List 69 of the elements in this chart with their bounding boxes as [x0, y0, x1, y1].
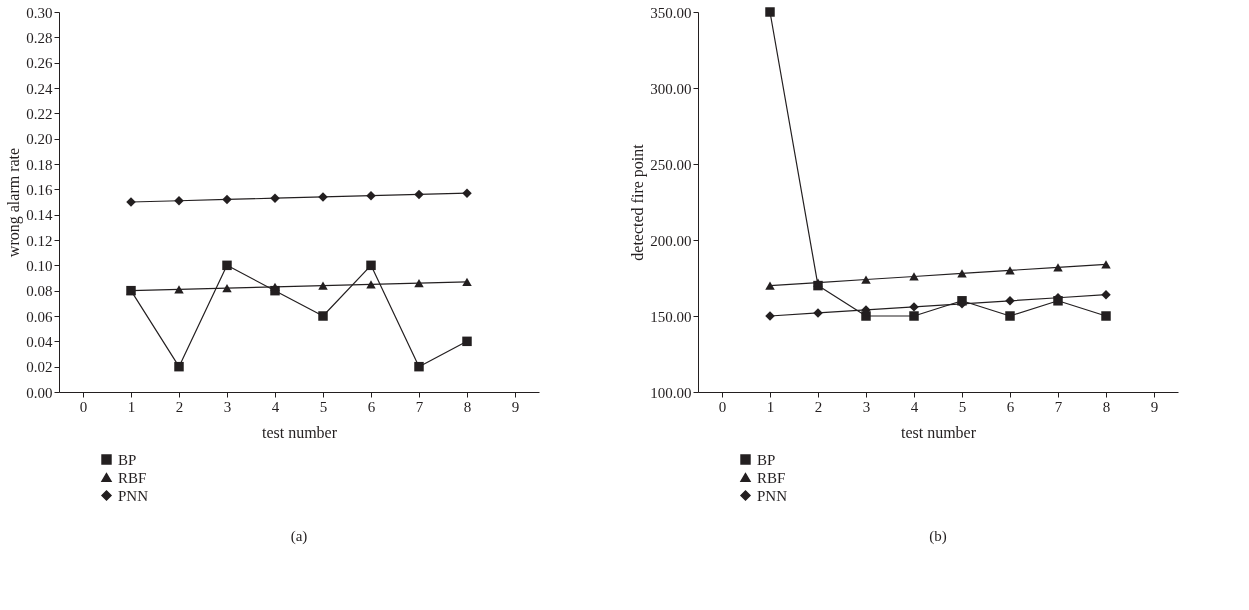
legend-label: BP — [757, 451, 776, 468]
point — [957, 269, 967, 278]
x-tick-label: 4 — [910, 398, 919, 415]
x-tick-label: 7 — [1054, 398, 1063, 415]
y-tick-label: 350.00 — [650, 4, 692, 21]
text: (a) — [290, 528, 308, 545]
point — [1005, 311, 1015, 321]
y-tick-label: 0.28 — [26, 29, 53, 46]
point — [1101, 289, 1111, 300]
point — [1101, 311, 1111, 321]
y-tick-label: 0.22 — [26, 105, 53, 122]
y-tick-label: 100.00 — [650, 384, 692, 401]
x-tick-label: 6 — [367, 398, 376, 415]
x-tick-label: 0 — [79, 398, 88, 415]
x-tick-label: 2 — [814, 398, 823, 415]
x-tick-label: 5 — [319, 398, 328, 415]
y-tick-label: 0.06 — [26, 308, 53, 325]
x-tick-label: 7 — [415, 398, 424, 415]
y-tick-label: 150.00 — [650, 308, 692, 325]
y-tick-label: 0.12 — [26, 232, 53, 249]
x-tick-label: 3 — [862, 398, 871, 415]
x-tick-label: 9 — [511, 398, 520, 415]
y-tick-label: 0.18 — [26, 156, 53, 173]
legend-label: PNN — [757, 487, 788, 504]
x-tick-label: 1 — [127, 398, 136, 415]
y-tick-label: 0.24 — [26, 80, 53, 97]
y-axis-title: wrong alarm rate — [5, 147, 24, 258]
y-tick-label: 0.20 — [26, 131, 53, 148]
x-tick-label: 6 — [1006, 398, 1015, 415]
legend-label: PNN — [118, 487, 149, 504]
y-tick-label: 0.04 — [26, 333, 53, 350]
y-tick-label: 200.00 — [650, 232, 692, 249]
y-tick-label: 250.00 — [650, 156, 692, 173]
text: (b) — [929, 528, 947, 545]
y-tick-label: 0.30 — [26, 4, 53, 21]
point — [318, 311, 328, 321]
y-tick-label: 300.00 — [650, 80, 692, 97]
y-tick-label: 0.16 — [26, 181, 53, 198]
y-tick-label: 0.02 — [26, 359, 53, 376]
point — [861, 275, 871, 284]
point — [765, 281, 775, 290]
point — [462, 336, 472, 347]
x-tick-label: 1 — [766, 398, 775, 415]
y-tick-label: 0.26 — [26, 55, 53, 72]
point — [909, 311, 919, 321]
legend-label: RBF — [118, 469, 147, 486]
x-tick-label: 8 — [463, 398, 472, 415]
x-tick-label: 5 — [958, 398, 967, 415]
point — [174, 285, 184, 294]
x-axis-title: test number — [900, 423, 977, 441]
x-tick-label: 2 — [175, 398, 184, 415]
legend-label: RBF — [757, 469, 786, 486]
x-tick-label: 0 — [718, 398, 727, 415]
y-tick-label: 0.10 — [26, 257, 53, 274]
x-tick-label: 3 — [223, 398, 232, 415]
y-tick-label: 0.14 — [26, 207, 53, 224]
y-axis-title: detected fire point — [629, 143, 648, 261]
x-tick-label: 4 — [271, 398, 280, 415]
y-tick-label: 0.08 — [26, 283, 53, 300]
point — [765, 7, 775, 17]
legend-label: BP — [118, 451, 137, 468]
x-tick-label: 8 — [1102, 398, 1111, 415]
point — [909, 272, 919, 281]
x-axis-title: test number — [261, 423, 338, 441]
point — [318, 281, 328, 290]
point — [462, 277, 472, 286]
point — [1005, 266, 1015, 275]
y-tick-label: 0.00 — [26, 384, 53, 401]
x-tick-label: 9 — [1150, 398, 1159, 415]
